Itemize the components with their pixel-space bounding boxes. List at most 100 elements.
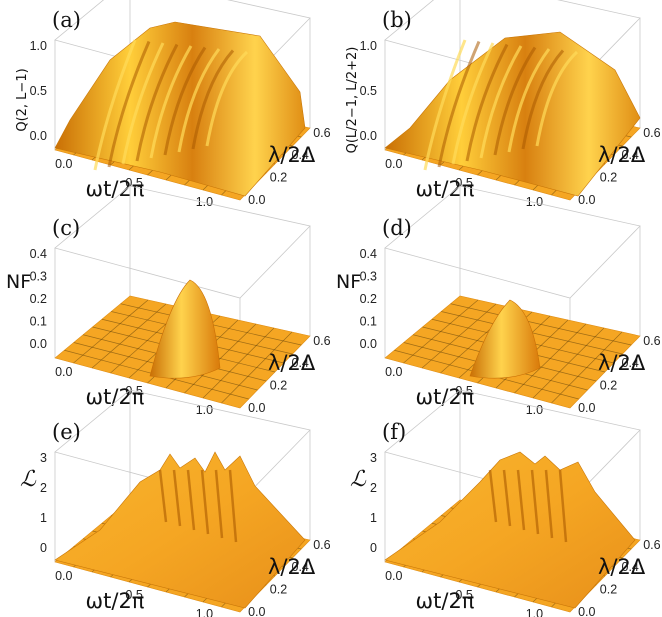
z-tick-label: 0.3 [30,270,47,284]
bounding-box-top [384,185,641,299]
y-tick-label: 0.4 [622,148,639,162]
z-axis-label: Q(2, L−1) [15,68,30,131]
z-tick-label: 3 [40,451,47,465]
x-tick-label: 0.0 [385,569,402,583]
surface-spike [228,469,238,543]
x-tick-label: 0.0 [55,365,72,379]
y-axis-label: λ/2Δ [268,143,316,167]
y-tick-label: 0.0 [248,401,265,415]
surface-streak [521,49,565,150]
mesh-line [450,303,632,346]
y-tick-label: 0.6 [313,334,330,348]
surface-streak [177,48,221,153]
z-tick-label: 2 [370,481,377,495]
surface-spike [200,469,210,535]
surface-bowl [384,451,636,609]
y-axis-label: λ/2Δ [598,555,646,579]
y-axis-label: λ/2Δ [268,351,316,375]
z-tick-label: 0.1 [30,315,47,329]
x-tick-label: 0.5 [125,588,142,602]
surface-streak [149,45,193,159]
y-tick-label: 0.2 [600,379,617,393]
surface-streak [479,45,523,159]
x-axis-label: ωt/2π [416,589,475,613]
surface-streak [451,42,495,165]
z-tick-label: 0.4 [30,247,47,261]
x-tick-label: 1.0 [196,403,213,417]
z-tick-label: 1 [40,511,47,525]
y-tick-label: 0.2 [600,583,617,597]
y-tick-label: 0.0 [578,401,595,415]
x-tick-label: 0.0 [385,157,402,171]
surface-streak [121,42,165,165]
x-tick-label: 1.0 [526,607,543,617]
z-tick-label: 0.4 [360,247,377,261]
y-tick-label: 0.2 [600,171,617,185]
surface-spike [516,469,526,531]
x-axis-label: ωt/2π [86,589,145,613]
panel-label: (b) [382,8,412,32]
surface-streak [205,50,249,147]
panels-root: (a) 0.0 0.5 1.0 Q(2, L−1) 0.0 0.5 1.0 ωt/2π 0.0 0.… [6,0,661,617]
y-tick-label: 0.0 [578,193,595,207]
z-tick-label: 0.2 [30,292,47,306]
surface-streak [535,50,579,147]
y-tick-label: 0.6 [313,126,330,140]
x-axis-label: ωt/2π [86,177,145,201]
x-tick-label: 0.0 [385,365,402,379]
x-tick-label: 1.0 [196,607,213,617]
z-tick-label: 1.0 [360,39,377,53]
y-tick-label: 0.2 [270,171,287,185]
x-tick-label: 0.5 [455,588,472,602]
z-tick-label: 2 [40,481,47,495]
z-tick-label: 0 [40,541,47,555]
surface-ridge [54,21,306,197]
z-tick-label: 3 [370,451,377,465]
y-axis-label: λ/2Δ [268,555,316,579]
surface-streak [135,43,179,162]
z-tick-label: 0.3 [360,270,377,284]
x-tick-label: 0.0 [55,157,72,171]
panel-e: (e) 0 1 2 3ℒ 0.0 0.5 1.0 ωt/2π 0.0 0.2 0.4 0.6 λ/2Δ [20,389,331,617]
x-axis-label: ωt/2π [416,385,475,409]
panel-label: (f) [382,420,406,444]
panel-f: (f) 0 1 2 3ℒ 0.0 0.5 1.0 ωt/2π 0.0 0.2 0.4 0.6 λ/2Δ [350,389,661,617]
surface-streak [93,39,137,171]
panel-a: (a)0.00.51.0Q(2, L−1)0.00.51.0ωt/2π 0.00.… [15,0,331,209]
surface-spike [558,469,568,543]
z-axis-label: ℒ [20,467,37,492]
panel-label: (c) [52,216,80,240]
z-tick-label: 0.0 [360,129,377,143]
surface-peak [149,279,221,379]
y-tick-label: 0.0 [248,193,265,207]
z-tick-label: 1.0 [30,39,47,53]
z-tick-label: 0.5 [30,84,47,98]
z-tick-label: 0 [370,541,377,555]
z-tick-label: 0.5 [360,84,377,98]
surface-streak [465,43,509,162]
surface-streak [493,46,537,156]
y-tick-label: 0.4 [292,356,309,370]
x-axis-label: ωt/2π [416,177,475,201]
x-tick-label: 1.0 [526,195,543,209]
z-tick-label: 0.2 [360,292,377,306]
surface-spike [544,469,554,539]
x-axis-label: ωt/2π [86,385,145,409]
y-tick-label: 0.0 [578,605,595,617]
bounding-box-top [54,185,311,299]
surface-streak [437,40,481,168]
y-tick-label: 0.6 [643,538,660,552]
surface-spike [172,469,182,527]
z-axis-label: ℒ [350,467,367,492]
y-tick-label: 0.4 [292,560,309,574]
panel-label: (a) [52,8,81,32]
z-axis-label: NF [6,271,31,293]
surface-streak [507,48,551,153]
surface-spike [214,469,224,539]
y-axis-label: λ/2Δ [598,143,646,167]
surface-spike [502,469,512,527]
panel-label: (e) [52,420,81,444]
